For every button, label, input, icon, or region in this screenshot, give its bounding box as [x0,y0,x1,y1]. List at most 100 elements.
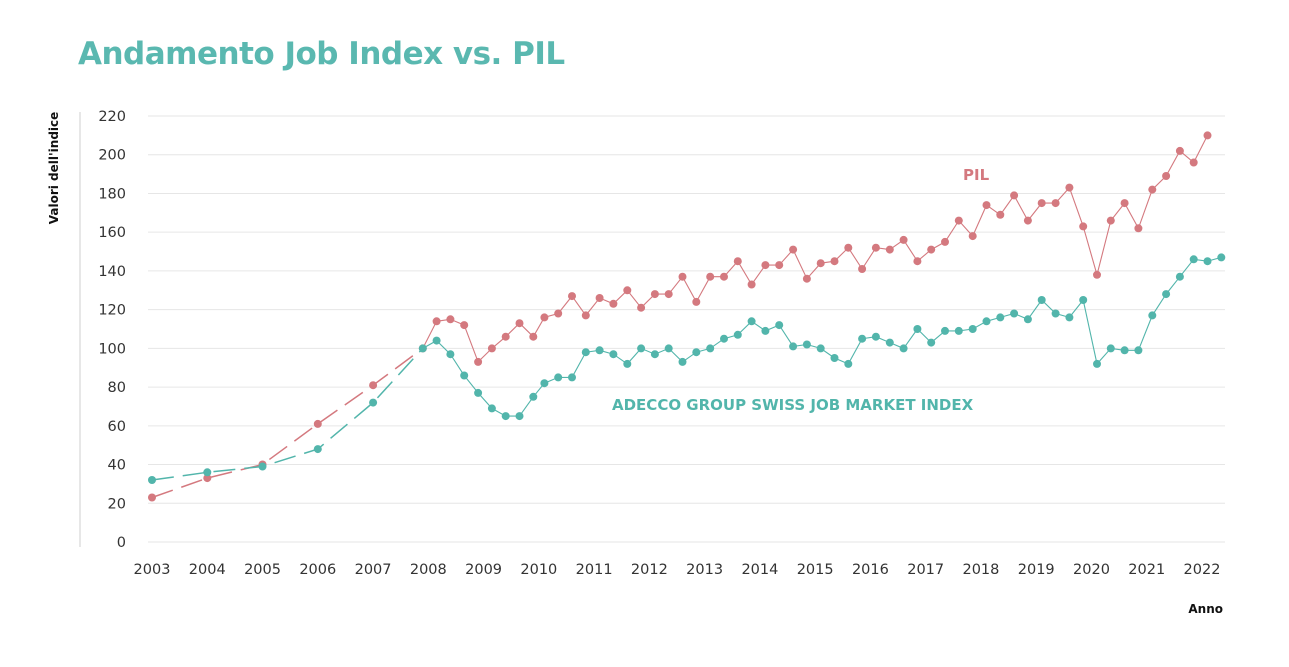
data-point-pil [568,292,576,301]
data-point-jobindex [816,344,825,353]
x-tick-label: 2013 [686,562,723,578]
data-point-jobindex [830,354,839,362]
data-point-jobindex [775,321,784,330]
series-label-pil: PIL [963,166,990,184]
data-point-pil [1037,199,1046,208]
data-point-jobindex [369,398,378,407]
data-point-jobindex [885,338,894,347]
data-point-jobindex [692,348,701,357]
data-point-pil [968,232,977,241]
data-point-jobindex [474,388,483,397]
x-tick-label: 2010 [520,562,557,578]
data-point-pil [1162,172,1171,180]
data-point-pil [595,294,604,302]
data-point-jobindex [623,359,632,368]
x-tick-label: 2009 [465,562,502,578]
x-tick-label: 2014 [741,562,778,578]
y-tick-label: 180 [98,186,126,202]
data-point-jobindex [487,404,496,413]
x-tick-label: 2020 [1073,562,1110,578]
y-axis-label: Valori dell'indice [47,112,61,225]
data-point-pil [637,303,646,312]
data-point-pil [1134,224,1143,233]
data-point-jobindex [540,379,549,388]
data-point-pil [1051,199,1060,208]
data-point-pil [581,311,590,320]
data-point-pil [1065,183,1074,192]
data-point-jobindex [258,462,267,471]
data-point-pil [996,210,1005,219]
data-point-pil [1079,222,1088,231]
data-point-jobindex [460,371,469,380]
page-title: Andamento Job Index vs. PIL [78,36,565,72]
data-point-pil [460,321,469,330]
series-pil [148,131,1212,502]
data-point-jobindex [1217,253,1226,262]
data-point-jobindex [568,373,576,382]
x-tick-label: 2019 [1018,562,1055,578]
x-tick-label: 2018 [962,562,999,578]
data-point-pil [1148,185,1157,194]
x-tick-label: 2007 [355,562,392,578]
data-point-pil [515,319,524,328]
data-point-pil [706,272,715,281]
data-point-pil [885,245,894,254]
data-point-pil [747,280,756,289]
data-point-jobindex [941,326,949,335]
data-point-jobindex [1106,344,1115,353]
data-point-jobindex [706,344,715,353]
data-point-jobindex [733,330,742,339]
data-point-jobindex [1065,313,1074,322]
series-line-dashed-pil [151,347,424,499]
data-point-pil [720,272,728,281]
y-tick-label: 60 [108,419,126,435]
data-point-jobindex [982,317,991,326]
data-point-jobindex [954,326,963,335]
y-tick-label: 80 [108,380,126,396]
data-point-jobindex [1134,346,1143,355]
data-point-pil [692,297,701,306]
data-point-pil [1106,216,1115,225]
series-line-pil [422,135,1208,363]
data-point-pil [1120,199,1129,208]
data-point-jobindex [720,334,728,343]
data-point-pil [650,290,659,299]
data-point-pil [487,344,496,353]
data-point-jobindex [418,344,427,353]
data-point-pil [830,257,839,266]
data-point-pil [148,493,156,502]
data-point-pil [1010,191,1019,200]
data-point-jobindex [501,412,510,421]
data-point-jobindex [1093,359,1101,368]
data-point-pil [1203,131,1212,140]
data-point-jobindex [609,350,618,359]
data-point-jobindex [1010,309,1019,318]
data-point-jobindex [1162,290,1171,299]
data-point-pil [844,243,853,252]
y-tick-label: 140 [98,264,126,280]
y-tick-label: 120 [98,303,126,319]
data-point-pil [733,257,742,266]
y-tick-label: 0 [117,535,126,551]
data-point-jobindex [446,350,455,359]
data-point-pil [554,309,563,318]
x-axis-ticks: 2003 2004 2005 2006 2007 2008 2009 2010 2011 2012… [134,562,1221,578]
x-tick-label: 2003 [134,562,171,578]
data-point-jobindex [595,346,604,355]
data-point-pil [623,286,632,295]
data-point-pil [1093,270,1101,279]
data-point-jobindex [313,445,322,454]
series-layer [148,131,1226,502]
data-point-pil [982,201,991,210]
data-point-jobindex [968,325,977,333]
x-tick-label: 2006 [299,562,336,578]
x-tick-label: 2011 [576,562,613,578]
data-point-pil [871,243,880,252]
x-tick-label: 2015 [797,562,834,578]
y-tick-label: 200 [98,148,126,164]
data-point-pil [761,261,770,270]
data-point-jobindex [1023,315,1032,324]
series-label-jobindex: ADECCO GROUP SWISS JOB MARKET INDEX [612,396,974,414]
data-point-pil [540,313,549,322]
